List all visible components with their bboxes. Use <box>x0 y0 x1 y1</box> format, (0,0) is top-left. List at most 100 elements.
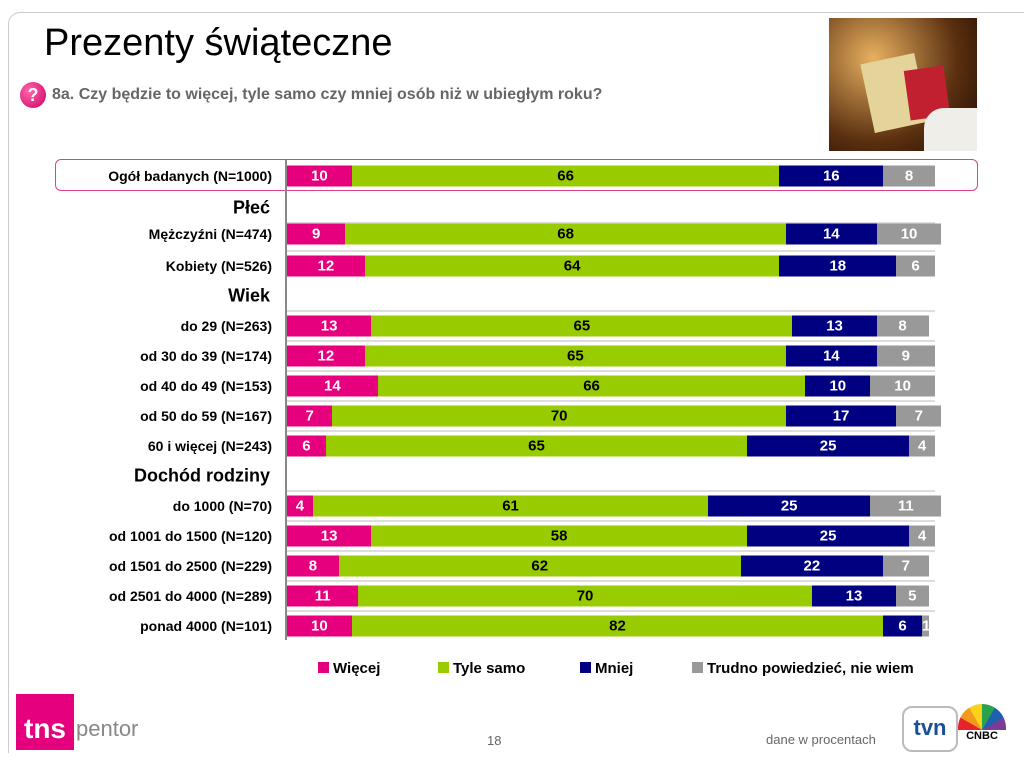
legend-item: Trudno powiedzieć, nie wiem <box>692 660 914 677</box>
row-label: Mężczyźni (N=474) <box>148 226 272 242</box>
bar-segment-same: 66 <box>377 375 806 397</box>
bar-segment-more: 4 <box>287 495 313 517</box>
row-separator <box>287 550 935 552</box>
section-header: Płeć <box>232 197 270 218</box>
bar-segment-more: 13 <box>287 315 372 337</box>
legend-item: Więcej <box>318 660 380 677</box>
row-label: od 50 do 59 (N=167) <box>140 408 272 424</box>
bar-segment-less: 17 <box>785 405 897 427</box>
bar-segment-more: 10 <box>287 165 352 187</box>
bar-segment-same: 70 <box>332 405 786 427</box>
bar-segment-less: 13 <box>811 585 897 607</box>
bar-segment-more: 6 <box>287 435 326 457</box>
row-separator <box>287 520 935 522</box>
row-separator <box>287 222 935 224</box>
row-label: ponad 4000 (N=101) <box>140 618 272 634</box>
bar-segment-dont-know: 10 <box>876 223 942 245</box>
legend-label: Więcej <box>333 660 381 677</box>
bar-segment-less: 25 <box>747 435 910 457</box>
total-row-highlight <box>55 159 978 191</box>
bar-segment-more: 7 <box>287 405 333 427</box>
row-separator <box>287 430 935 432</box>
row-label: do 1000 (N=70) <box>172 498 272 514</box>
section-header: Dochód rodziny <box>134 465 270 486</box>
bar-segment-less: 6 <box>883 615 923 637</box>
row-separator <box>287 490 935 492</box>
bar-segment-dont-know: 7 <box>896 405 942 427</box>
bar-segment-more: 12 <box>287 255 365 277</box>
pentor-logo-text: pentor <box>76 716 139 741</box>
bar-segment-more: 12 <box>287 345 365 367</box>
page-number: 18 <box>487 733 502 748</box>
question-text: 8a. Czy będzie to więcej, tyle samo czy … <box>52 86 603 103</box>
bar-segment-less: 13 <box>792 315 877 337</box>
category-axis <box>285 160 287 640</box>
bar-segment-same: 65 <box>371 315 793 337</box>
bar-segment-more: 8 <box>287 555 339 577</box>
legend-swatch <box>318 662 329 673</box>
bar-segment-less: 25 <box>747 525 910 547</box>
row-label: Ogół badanych (N=1000) <box>108 168 272 184</box>
legend-swatch <box>580 662 591 673</box>
bar-segment-same: 58 <box>371 525 748 547</box>
bar-segment-same: 61 <box>312 495 709 517</box>
legend-swatch <box>692 662 703 673</box>
bar-segment-dont-know: 10 <box>870 375 935 397</box>
bar-segment-less: 18 <box>779 255 897 277</box>
row-label: od 2501 do 4000 (N=289) <box>108 588 272 604</box>
legend-label: Tyle samo <box>453 660 526 677</box>
gift-photo <box>829 18 977 151</box>
slide-frame <box>8 12 1024 753</box>
row-label: Kobiety (N=526) <box>165 258 272 274</box>
row-separator <box>287 610 935 612</box>
bar-segment-more: 10 <box>287 615 352 637</box>
row-label: 60 i więcej (N=243) <box>147 438 272 454</box>
bar-segment-same: 70 <box>358 585 812 607</box>
tvn-logo: tvn <box>902 706 958 752</box>
bar-segment-less: 10 <box>805 375 871 397</box>
bar-segment-same: 82 <box>351 615 884 637</box>
bar-segment-same: 65 <box>364 345 786 367</box>
bar-segment-dont-know: 8 <box>883 165 935 187</box>
bar-segment-dont-know: 4 <box>909 435 935 457</box>
bar-segment-dont-know: 8 <box>876 315 929 337</box>
cnbc-logo: CNBC <box>958 704 1006 748</box>
legend-item: Mniej <box>580 660 633 677</box>
row-label: od 40 do 49 (N=153) <box>140 378 272 394</box>
bar-segment-dont-know: 4 <box>909 525 935 547</box>
bar-segment-less: 22 <box>740 555 884 577</box>
bar-segment-same: 62 <box>338 555 741 577</box>
bar-segment-same: 66 <box>351 165 780 187</box>
legend-item: Tyle samo <box>438 660 525 677</box>
bar-segment-dont-know: 5 <box>896 585 929 607</box>
section-header: Wiek <box>228 285 270 306</box>
bar-segment-same: 64 <box>364 255 780 277</box>
row-label: od 30 do 39 (N=174) <box>140 348 272 364</box>
page-title: Prezenty świąteczne <box>44 22 393 64</box>
question-mark-icon: ? <box>20 82 46 108</box>
bar-segment-more: 13 <box>287 525 372 547</box>
bar-segment-same: 68 <box>345 223 786 245</box>
bar-segment-less: 14 <box>785 223 877 245</box>
bar-segment-less: 25 <box>708 495 871 517</box>
bar-segment-dont-know: 1 <box>922 615 929 637</box>
row-separator <box>287 310 935 312</box>
bar-segment-less: 16 <box>779 165 884 187</box>
bar-segment-dont-know: 9 <box>876 345 935 367</box>
bar-segment-same: 65 <box>325 435 748 457</box>
bar-segment-more: 9 <box>287 223 346 245</box>
row-label: od 1001 do 1500 (N=120) <box>108 528 272 544</box>
legend-swatch <box>438 662 449 673</box>
row-separator <box>287 370 935 372</box>
legend-label: Mniej <box>595 660 634 677</box>
row-separator <box>287 340 935 342</box>
bar-segment-dont-know: 6 <box>896 255 935 277</box>
bar-segment-more: 11 <box>287 585 359 607</box>
row-separator <box>287 250 935 252</box>
row-separator <box>287 580 935 582</box>
row-separator <box>287 400 935 402</box>
bar-segment-more: 14 <box>287 375 378 397</box>
tns-logo: tns <box>16 694 74 750</box>
bar-segment-dont-know: 7 <box>883 555 929 577</box>
bar-segment-less: 14 <box>785 345 877 367</box>
